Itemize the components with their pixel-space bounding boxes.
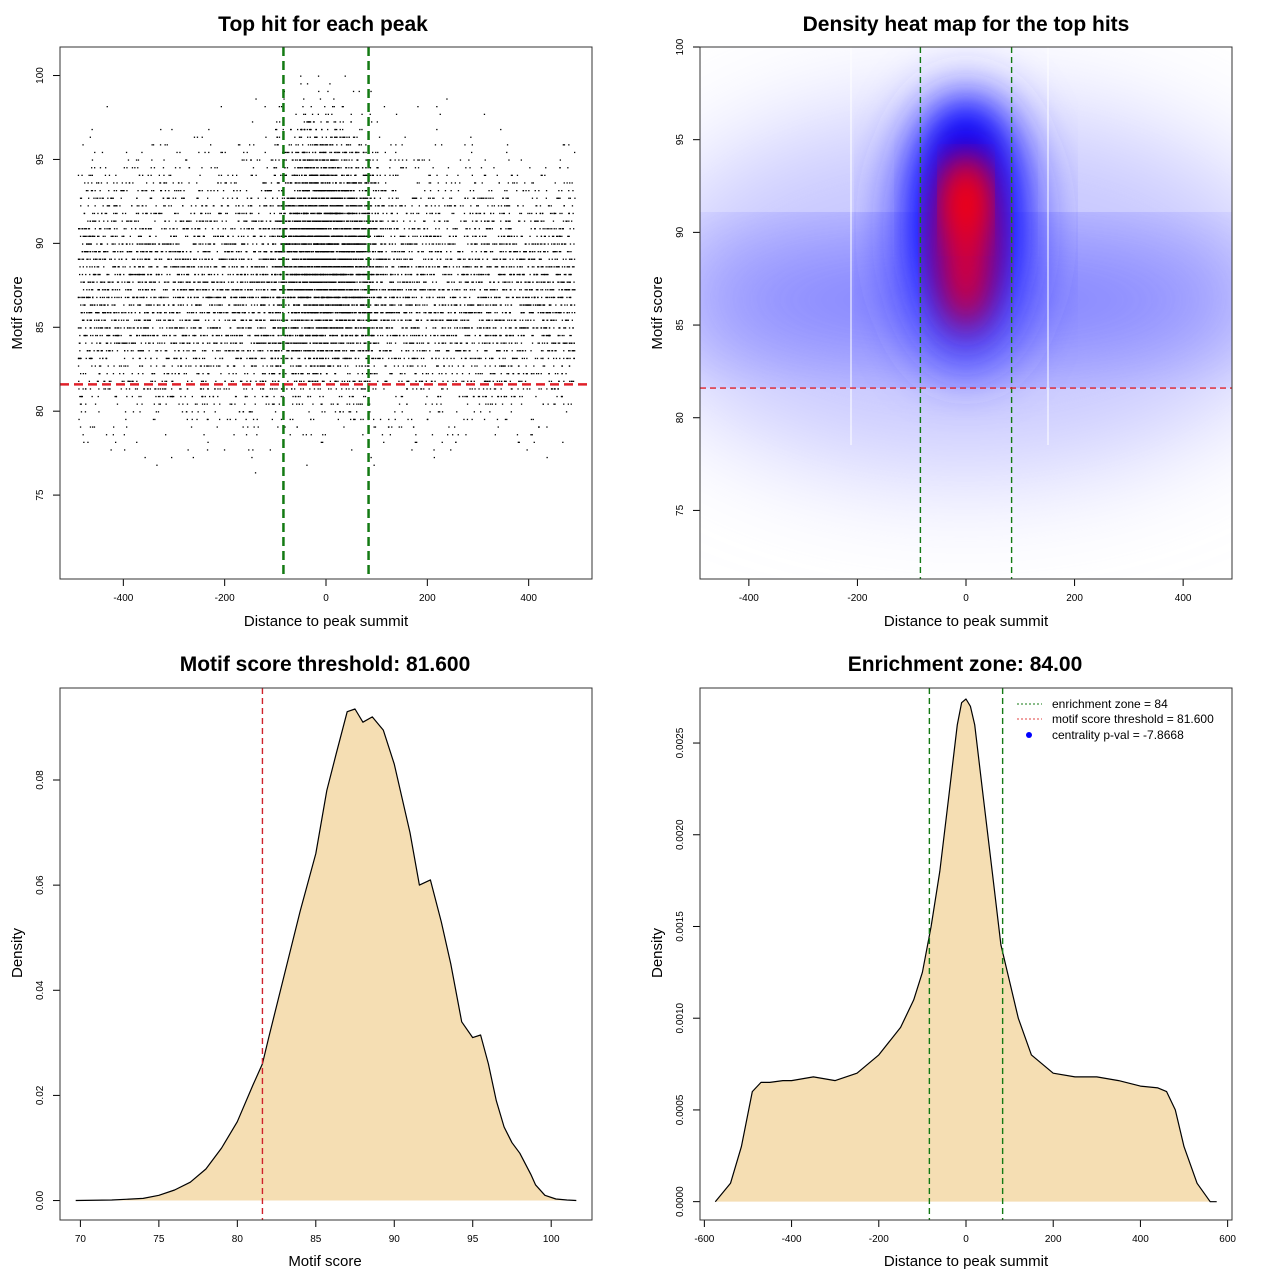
score-density-ylabel: Density [9, 927, 26, 978]
score-density-xtick-label: 90 [389, 1234, 401, 1245]
score-density-curve [75, 708, 577, 1202]
score-density-ytick-label: 0.04 [35, 980, 46, 1000]
distance-density-xtick-label: 200 [1045, 1234, 1062, 1245]
score-density-xtick-label: 75 [153, 1234, 165, 1245]
distance-density-plot: -600 -400 -200 0 200 400 600 0.0000 0.0005 0.0010… [675, 687, 1236, 1245]
heatmap-frame [699, 46, 1233, 580]
heatmap-ytick-label: 100 [675, 38, 686, 55]
heatmap-ytick-label: 80 [675, 412, 686, 424]
scatter-ytick-label: 85 [35, 321, 46, 333]
score-density-ytick-label: 0.06 [35, 875, 46, 895]
heatmap-ytick-label: 90 [675, 226, 686, 238]
score-density-title: Motif score threshold: 81.600 [180, 653, 471, 676]
distance-density-xtick-label: -600 [694, 1234, 714, 1245]
scatter-ytick-label: 90 [35, 237, 46, 249]
distance-density-xtick-label: 600 [1219, 1234, 1236, 1245]
distance-density-xtick-label: 0 [963, 1234, 969, 1245]
scatter-ytick-label: 100 [35, 67, 46, 84]
scatter-xtick-label: -400 [113, 593, 133, 604]
scatter-ytick-label: 80 [35, 405, 46, 417]
heatmap-ytick-label: 75 [675, 504, 686, 516]
legend-pval-label: centrality p-val = -7.8668 [1052, 728, 1184, 742]
heatmap-xtick-label: 200 [1066, 593, 1083, 604]
distance-density-ytick-label: 0.0005 [675, 1094, 686, 1125]
scatter-xtick-label: 200 [419, 593, 436, 604]
heatmap-xtick-label: -200 [847, 593, 867, 604]
distance-density-ytick-label: 0.0010 [675, 1002, 686, 1033]
scatter-points [77, 75, 576, 474]
legend-pval-dot [1026, 732, 1032, 738]
distance-density-curve [714, 698, 1217, 1203]
heatmap-plot: -400 -200 0 200 400 75 80 85 90 95 100 [675, 38, 1233, 604]
score-density-xtick-label: 80 [232, 1234, 244, 1245]
heatmap-xlabel: Distance to peak summit [884, 613, 1049, 630]
score-density-ytick-label: 0.02 [35, 1085, 46, 1105]
scatter-title: Top hit for each peak [218, 13, 428, 36]
score-density-ytick-label: 0.08 [35, 770, 46, 790]
distance-density-xtick-label: 400 [1132, 1234, 1149, 1245]
heatmap-ylabel: Motif score [649, 276, 666, 349]
score-density-xtick-label: 85 [310, 1234, 322, 1245]
scatter-ytick-label: 95 [35, 153, 46, 165]
score-density-frame [59, 687, 593, 1221]
distance-density-ytick-label: 0.0025 [675, 727, 686, 758]
score-density-plot: 70 75 80 85 90 95 100 0.00 0.02 0.04 0.06 0.08 [35, 687, 593, 1245]
score-density-xtick-label: 70 [75, 1234, 87, 1245]
distance-density-ylabel: Density [649, 927, 666, 978]
distance-density-ytick-label: 0.0020 [675, 819, 686, 850]
heatmap-xtick-label: 400 [1175, 593, 1192, 604]
distance-density-ytick-label: 0.0015 [675, 911, 686, 942]
scatter-xtick-label: 400 [520, 593, 537, 604]
distance-density-xtick-label: -400 [782, 1234, 802, 1245]
legend-threshold-label: motif score threshold = 81.600 [1052, 712, 1214, 726]
scatter-frame [59, 46, 593, 580]
legend: enrichment zone = 84 motif score thresho… [1017, 697, 1214, 742]
heatmap-ytick-label: 85 [675, 319, 686, 331]
heatmap-xtick-label: -400 [739, 593, 759, 604]
distance-density-title: Enrichment zone: 84.00 [848, 653, 1083, 676]
score-density-area [75, 709, 577, 1201]
heatmap-xtick-label: 0 [963, 593, 969, 604]
scatter-xtick-label: 0 [323, 593, 329, 604]
score-density-xlabel: Motif score [288, 1253, 361, 1270]
heatmap-title: Density heat map for the top hits [803, 13, 1130, 36]
heatmap-ytick-label: 95 [675, 134, 686, 146]
scatter-ylabel: Motif score [9, 276, 26, 349]
distance-density-frame [699, 687, 1233, 1221]
scatter-xlabel: Distance to peak summit [244, 613, 409, 630]
scatter-ytick-label: 75 [35, 489, 46, 501]
heatmap-density [700, 47, 1232, 579]
scatter-plot: -400 -200 0 200 400 75 80 85 90 95 100 [35, 46, 593, 604]
score-density-xtick-label: 100 [543, 1234, 560, 1245]
distance-density-xlabel: Distance to peak summit [884, 1253, 1049, 1270]
score-density-xtick-label: 95 [467, 1234, 479, 1245]
scatter-xtick-label: -200 [215, 593, 235, 604]
distance-density-xtick-label: -200 [869, 1234, 889, 1245]
legend-enrichment-label: enrichment zone = 84 [1052, 697, 1168, 711]
score-density-ytick-label: 0.00 [35, 1190, 46, 1210]
distance-density-ytick-label: 0.0000 [675, 1186, 686, 1217]
distance-density-area [715, 699, 1217, 1202]
